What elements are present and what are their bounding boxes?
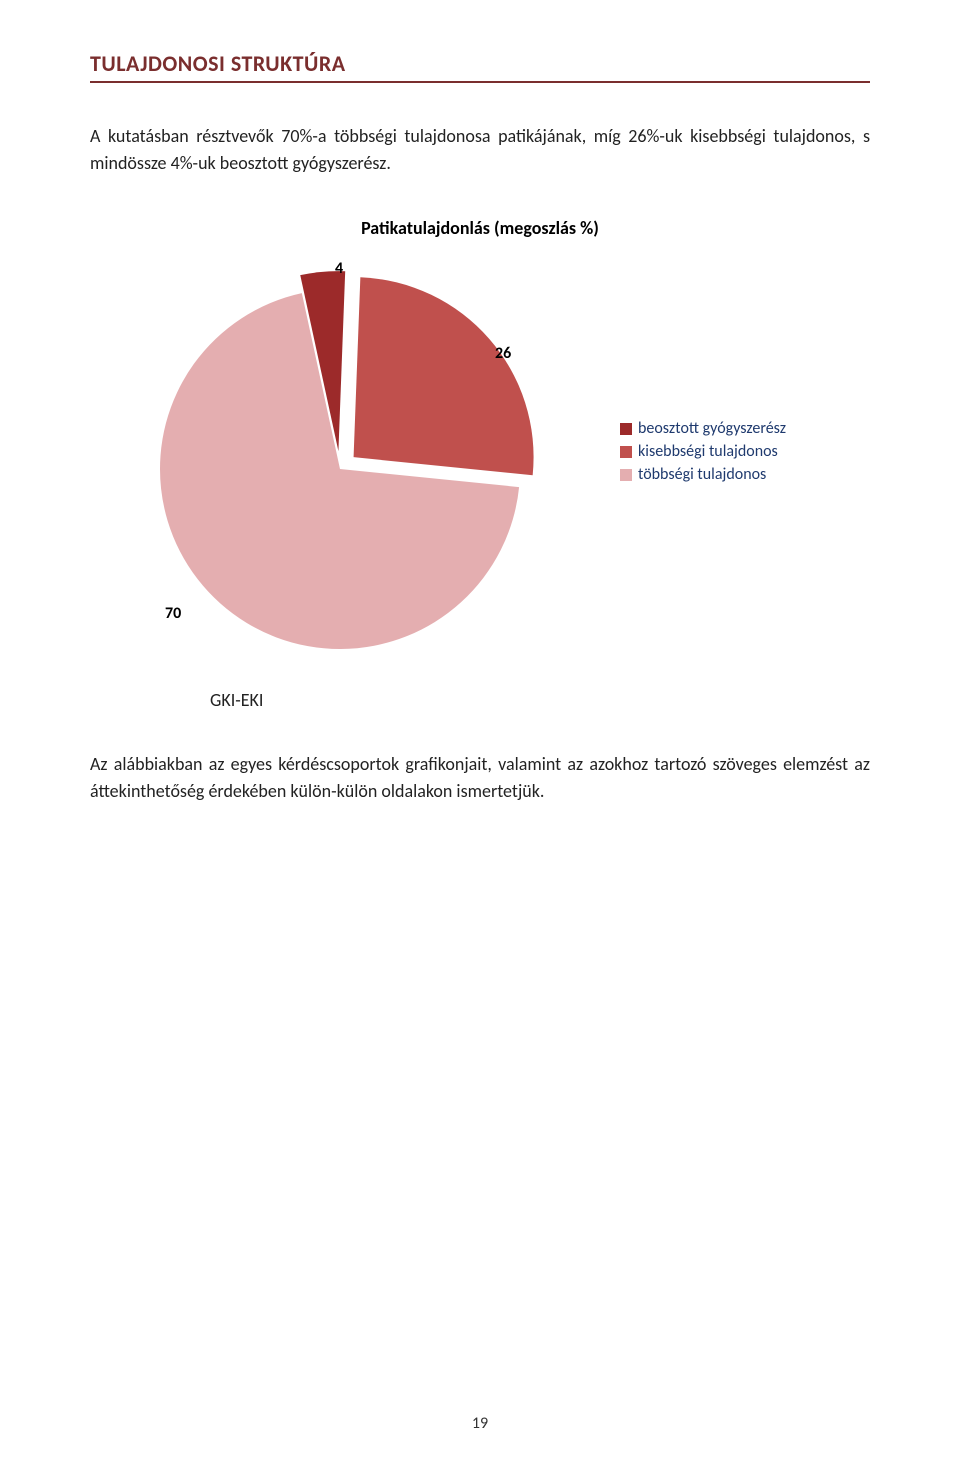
chart-legend: beosztott gyógyszerész kisebbségi tulajd… bbox=[620, 419, 786, 488]
legend-label: kisebbségi tulajdonos bbox=[638, 442, 778, 461]
legend-swatch-icon bbox=[620, 446, 632, 458]
chart-area: 4 26 70 beosztott gyógyszerész kisebbség… bbox=[90, 249, 870, 679]
legend-item-0: beosztott gyógyszerész bbox=[620, 419, 786, 438]
pie-chart-container: Patikatulajdonlás (megoszlás %) 4 26 70 … bbox=[90, 217, 870, 711]
pie-slice-1 bbox=[354, 277, 534, 475]
legend-swatch-icon bbox=[620, 423, 632, 435]
page-number: 19 bbox=[0, 1414, 960, 1433]
closing-paragraph: Az alábbiakban az egyes kérdéscsoportok … bbox=[90, 751, 870, 805]
page-heading: TULAJDONOSI STRUKTÚRA bbox=[90, 50, 870, 83]
data-label-26: 26 bbox=[495, 344, 511, 363]
chart-title: Patikatulajdonlás (megoszlás %) bbox=[90, 217, 870, 239]
legend-label: többségi tulajdonos bbox=[638, 465, 766, 484]
chart-source: GKI-EKI bbox=[210, 689, 870, 711]
data-label-4: 4 bbox=[335, 259, 343, 278]
legend-item-1: kisebbségi tulajdonos bbox=[620, 442, 786, 461]
intro-paragraph: A kutatásban résztvevők 70%-a többségi t… bbox=[90, 123, 870, 177]
legend-swatch-icon bbox=[620, 469, 632, 481]
data-label-70: 70 bbox=[165, 604, 181, 623]
legend-item-2: többségi tulajdonos bbox=[620, 465, 786, 484]
legend-label: beosztott gyógyszerész bbox=[638, 419, 786, 438]
